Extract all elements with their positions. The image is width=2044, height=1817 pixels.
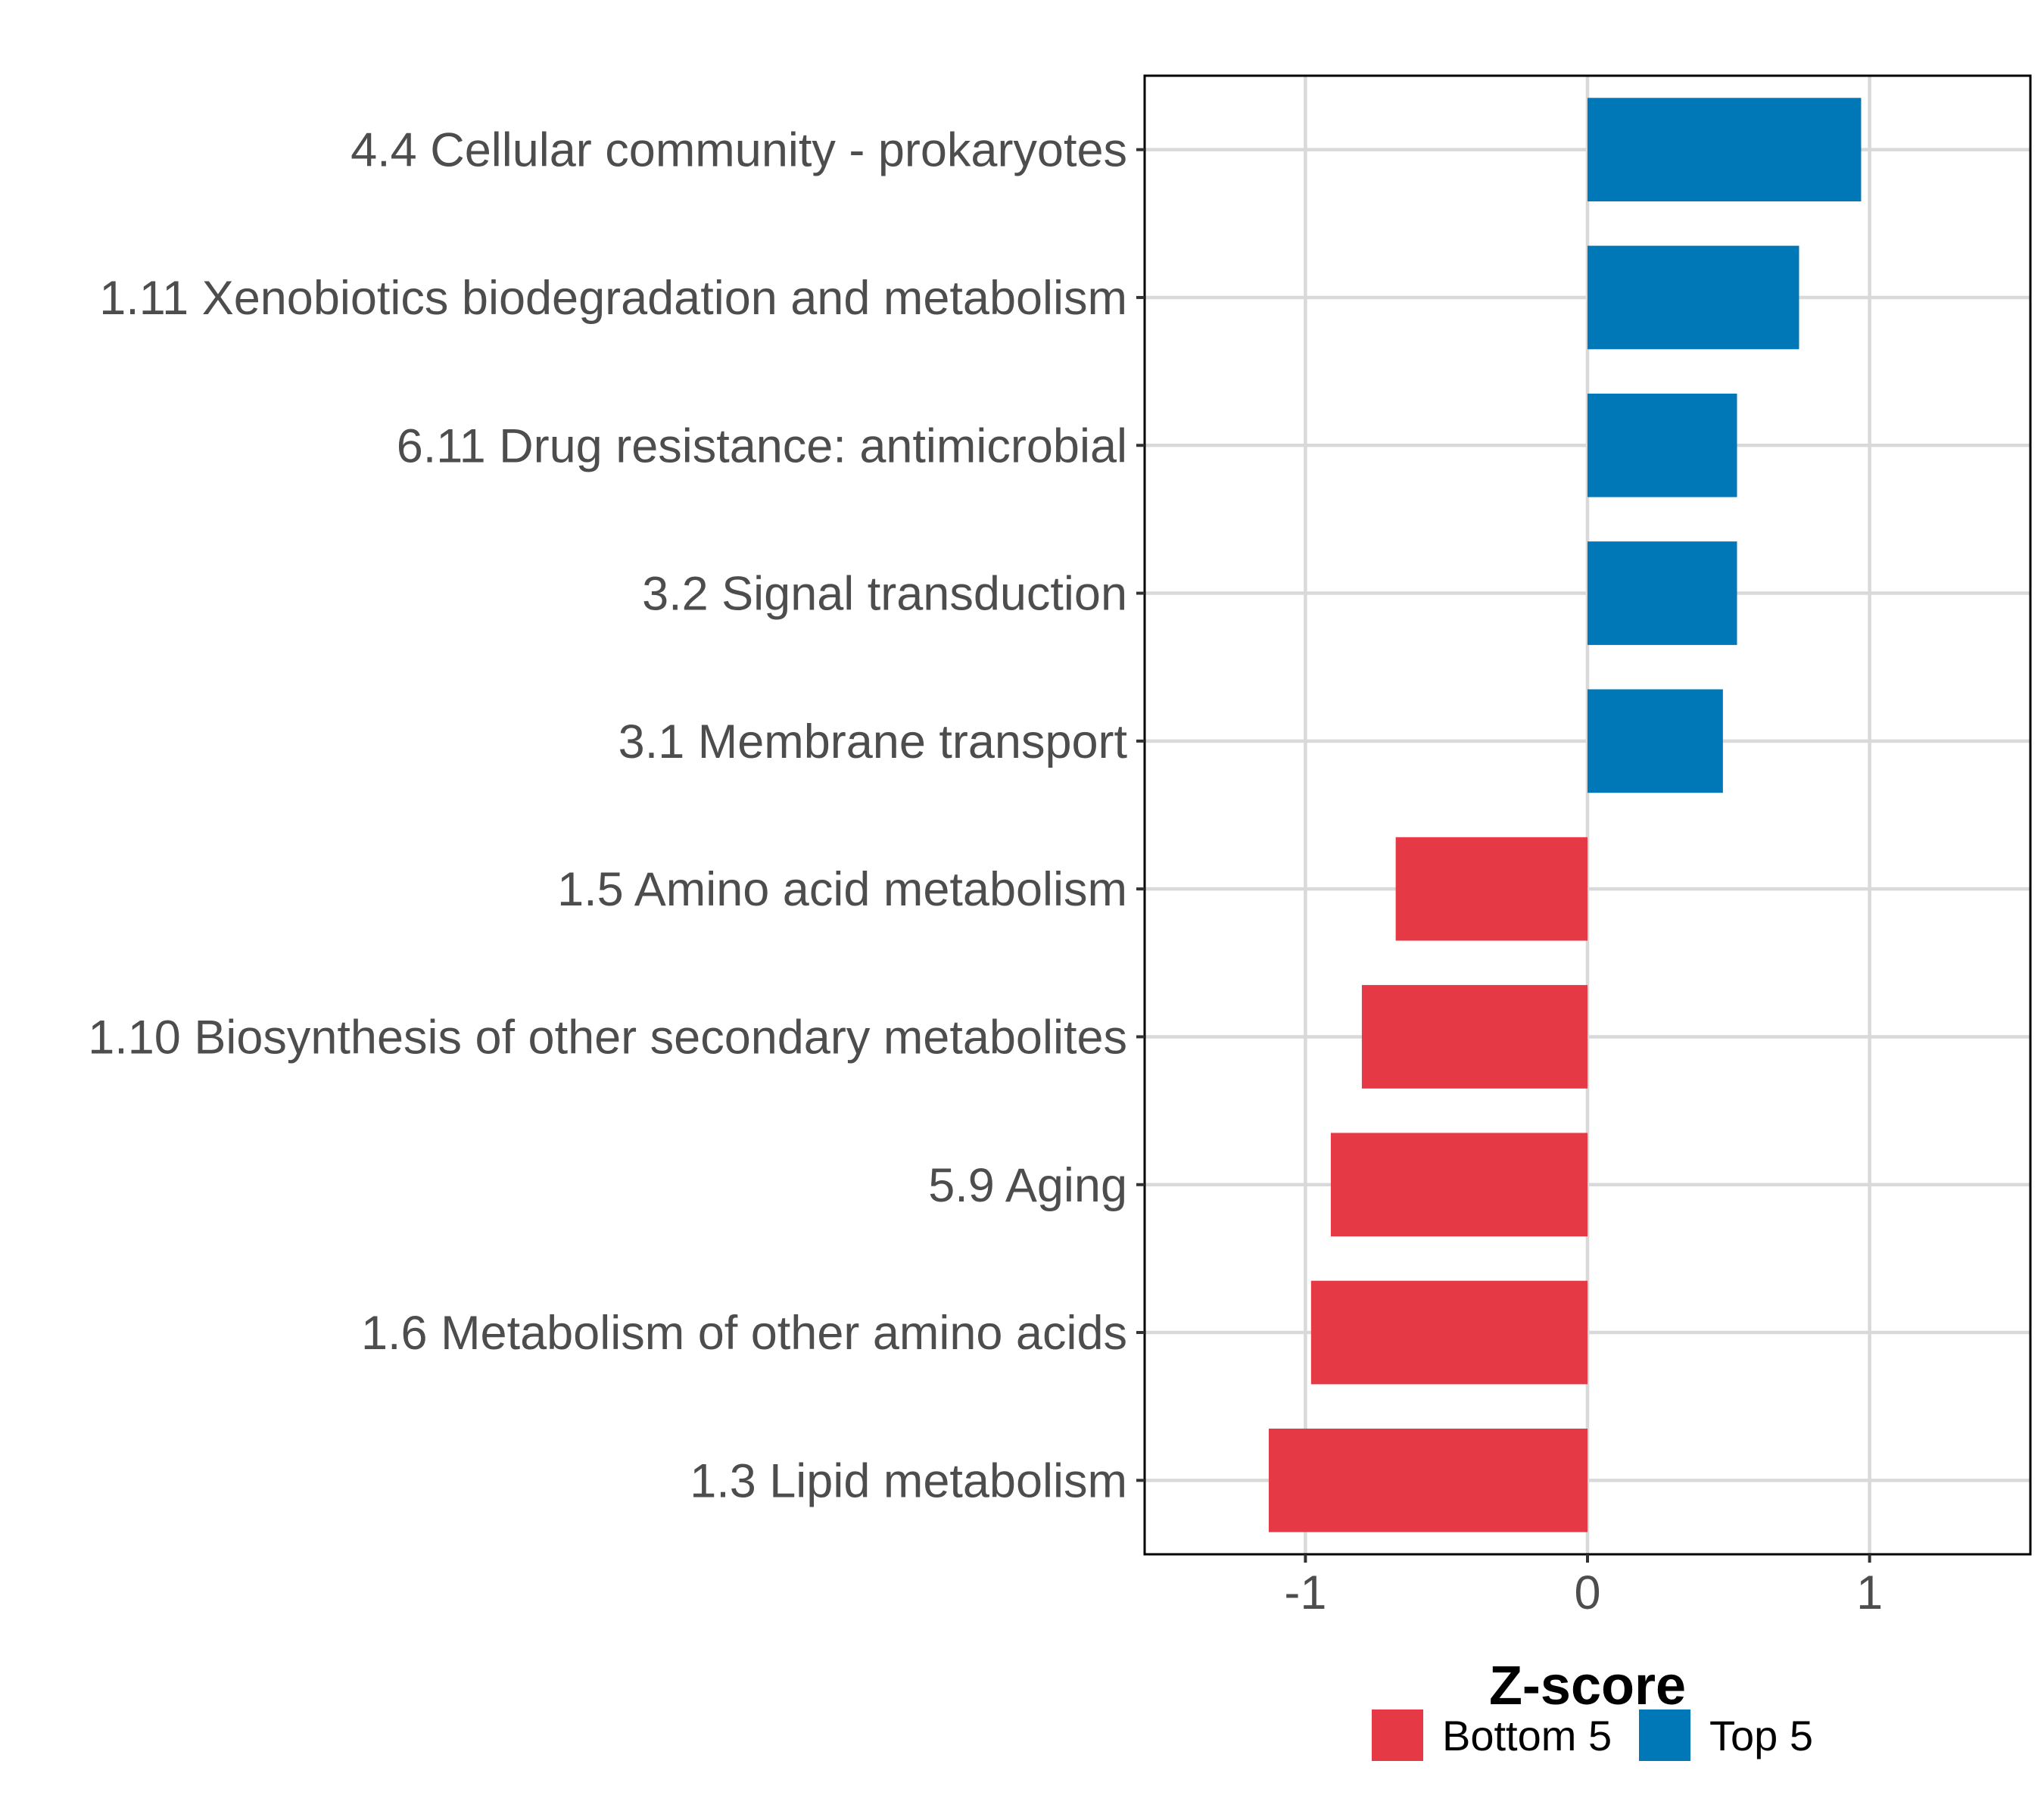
legend-key-bottom-5 xyxy=(1372,1709,1423,1761)
y-tick-label-1-5-amino-acid-metabolism: 1.5 Amino acid metabolism xyxy=(557,863,1127,916)
y-tick-label-3-1-membrane-transport: 3.1 Membrane transport xyxy=(618,715,1128,768)
y-tick-label-5-9-aging: 5.9 Aging xyxy=(928,1159,1127,1212)
bar-1-10-biosynthesis-of-other-secondary-metabolites xyxy=(1361,985,1588,1089)
bar-1-6-metabolism-of-other-amino-acids xyxy=(1310,1280,1588,1385)
bar-3-2-signal-transduction xyxy=(1588,541,1737,645)
y-axis: 4.4 Cellular community - prokaryotes 1.11… xyxy=(88,124,1145,1507)
bar-1-3-lipid-metabolism xyxy=(1268,1428,1588,1532)
bar-1-11-xenobiotics-biodegradation-and-metabolism xyxy=(1588,245,1799,350)
legend: Bottom 5 Top 5 xyxy=(1372,1709,1813,1761)
y-tick-label-1-6-metabolism-of-other-amino-acids: 1.6 Metabolism of other amino acids xyxy=(361,1307,1127,1360)
legend-key-top-5 xyxy=(1639,1709,1690,1761)
bar-5-9-aging xyxy=(1330,1133,1588,1237)
y-tick-label-4-4-cellular-community-prokaryotes: 4.4 Cellular community - prokaryotes xyxy=(351,124,1127,177)
bars xyxy=(1268,98,1862,1532)
x-axis-title: Z-score xyxy=(1489,1656,1686,1716)
bar-6-11-drug-resistance-antimicrobial xyxy=(1588,393,1737,497)
bar-1-5-amino-acid-metabolism xyxy=(1395,837,1588,941)
legend-label-top-5: Top 5 xyxy=(1709,1712,1813,1759)
bar-4-4-cellular-community-prokaryotes xyxy=(1588,98,1862,202)
y-tick-label-1-3-lipid-metabolism: 1.3 Lipid metabolism xyxy=(690,1454,1127,1507)
legend-label-bottom-5: Bottom 5 xyxy=(1442,1712,1612,1759)
y-tick-label-3-2-signal-transduction: 3.2 Signal transduction xyxy=(642,568,1127,621)
x-tick-label: 1 xyxy=(1856,1566,1883,1619)
x-axis: -1 0 1 xyxy=(1284,1554,1883,1619)
bar-3-1-membrane-transport xyxy=(1588,689,1723,793)
x-tick-label: 0 xyxy=(1574,1566,1600,1619)
x-tick-label: -1 xyxy=(1284,1566,1326,1619)
y-tick-label-1-10-biosynthesis-of-other-secondary-metabolites: 1.10 Biosynthesis of other secondary met… xyxy=(88,1011,1127,1064)
y-tick-label-6-11-drug-resistance-antimicrobial: 6.11 Drug resistance: antimicrobial xyxy=(397,419,1127,472)
y-tick-label-1-11-xenobiotics-biodegradation-and-metabolism: 1.11 Xenobiotics biodegradation and meta… xyxy=(99,272,1127,325)
